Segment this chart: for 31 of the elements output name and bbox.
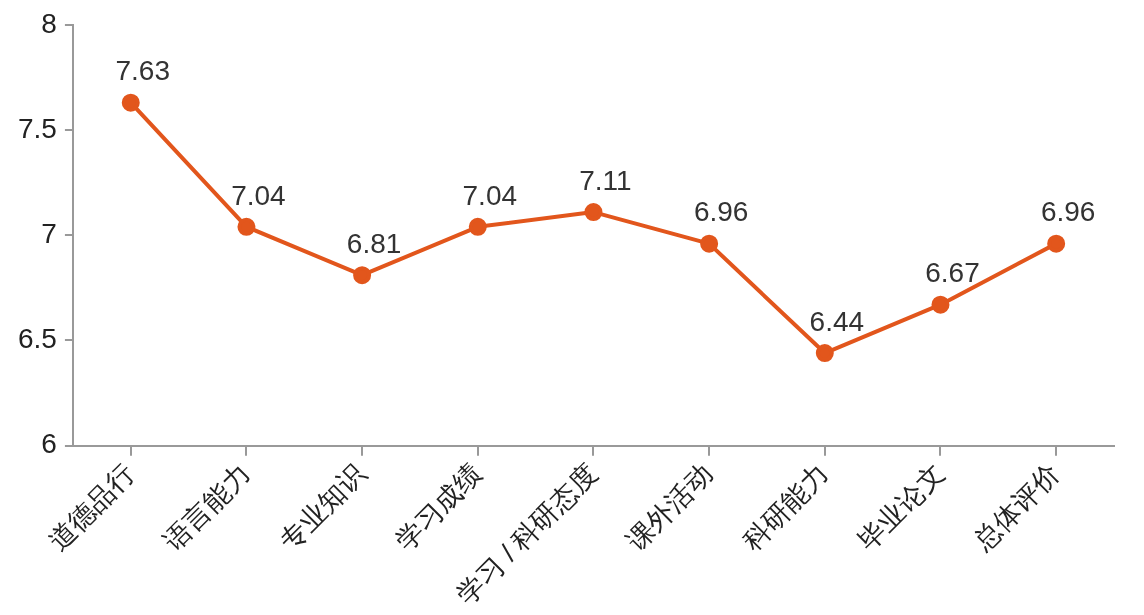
- y-tick-label: 6: [41, 428, 57, 460]
- point: [1047, 234, 1066, 253]
- x-tick-label: 道德品行: [42, 458, 141, 556]
- x-tick-label: 总体评价: [967, 458, 1066, 557]
- data-label: 7.63: [115, 55, 171, 87]
- data-label: 7.04: [231, 179, 286, 211]
- x-tick-label: 科研能力: [736, 458, 835, 556]
- point: [237, 217, 256, 236]
- y-tick-label: 8: [41, 7, 57, 39]
- x-tick-label: 语言能力: [158, 458, 256, 556]
- y-tick-label: 6.5: [17, 323, 57, 355]
- data-label: 6.67: [925, 257, 980, 289]
- point: [815, 344, 834, 363]
- point: [468, 217, 487, 236]
- y-tick-label: 7: [41, 217, 57, 249]
- x-tick-label: 学习成绩: [389, 458, 488, 556]
- x-tick-label: 专业知识: [274, 458, 372, 556]
- data-label: 6.44: [809, 305, 865, 337]
- point: [121, 93, 140, 112]
- point: [584, 203, 603, 222]
- x-tick-label: 毕业论文: [852, 458, 950, 556]
- point: [931, 295, 950, 314]
- data-label: 7.04: [462, 179, 518, 211]
- point: [700, 234, 719, 253]
- x-tick-label: 课外活动: [621, 458, 719, 556]
- data-label: 6.96: [1040, 196, 1096, 228]
- point: [353, 266, 372, 285]
- data-label: 7.11: [579, 164, 632, 196]
- data-label: 6.81: [346, 227, 402, 259]
- y-tick-label: 7.5: [17, 112, 57, 144]
- data-label: 6.96: [693, 196, 749, 228]
